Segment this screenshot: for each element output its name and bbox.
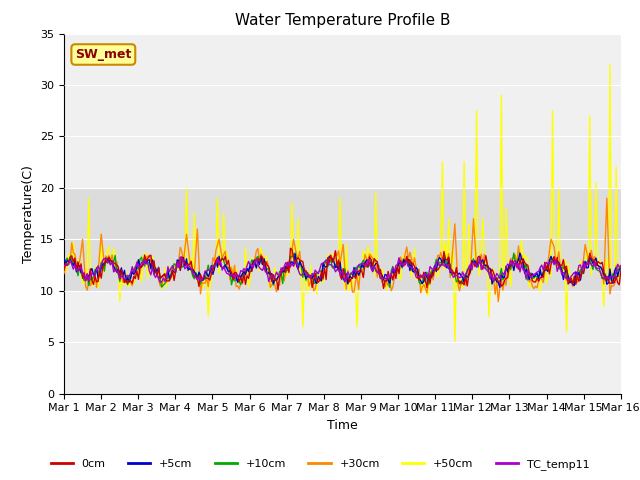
+50cm: [244, 284, 252, 289]
+5cm: [60, 255, 68, 261]
+5cm: [589, 261, 596, 266]
Line: +5cm: +5cm: [64, 253, 621, 288]
+30cm: [129, 283, 136, 288]
+50cm: [60, 270, 68, 276]
+30cm: [617, 263, 625, 268]
+5cm: [303, 273, 311, 279]
TC_temp11: [156, 280, 164, 286]
+30cm: [588, 247, 595, 253]
+10cm: [129, 266, 136, 272]
+30cm: [303, 273, 311, 279]
+10cm: [226, 267, 234, 273]
Line: +10cm: +10cm: [64, 253, 621, 288]
+50cm: [588, 272, 595, 278]
+10cm: [617, 264, 625, 270]
TC_temp11: [255, 265, 263, 271]
Title: Water Temperature Profile B: Water Temperature Profile B: [235, 13, 450, 28]
Bar: [64, 188, 621, 291]
+30cm: [244, 272, 252, 277]
TC_temp11: [60, 263, 68, 268]
+10cm: [386, 285, 394, 290]
0cm: [244, 276, 252, 281]
+30cm: [226, 276, 234, 282]
+50cm: [617, 266, 625, 272]
TC_temp11: [228, 272, 236, 278]
Line: TC_temp11: TC_temp11: [64, 257, 621, 283]
0cm: [60, 267, 68, 273]
0cm: [254, 256, 262, 262]
+5cm: [496, 285, 504, 290]
0cm: [307, 273, 314, 278]
Text: SW_met: SW_met: [75, 48, 131, 61]
+5cm: [516, 250, 524, 256]
Line: 0cm: 0cm: [64, 248, 621, 290]
TC_temp11: [476, 254, 483, 260]
+50cm: [254, 264, 262, 269]
Legend: 0cm, +5cm, +10cm, +30cm, +50cm, TC_temp11: 0cm, +5cm, +10cm, +30cm, +50cm, TC_temp1…: [46, 455, 594, 474]
+50cm: [226, 262, 234, 268]
X-axis label: Time: Time: [327, 419, 358, 432]
TC_temp11: [246, 262, 254, 268]
+10cm: [305, 272, 313, 278]
+50cm: [451, 339, 459, 345]
+5cm: [129, 269, 136, 275]
Line: +30cm: +30cm: [64, 198, 621, 301]
+50cm: [129, 278, 136, 284]
+10cm: [291, 250, 299, 256]
+30cm: [495, 299, 502, 304]
Y-axis label: Temperature(C): Temperature(C): [22, 165, 35, 263]
+50cm: [606, 61, 614, 67]
TC_temp11: [305, 273, 313, 279]
0cm: [226, 266, 234, 272]
0cm: [287, 245, 294, 251]
+10cm: [244, 266, 252, 272]
+5cm: [244, 269, 252, 275]
0cm: [129, 280, 136, 286]
+10cm: [60, 257, 68, 263]
0cm: [617, 268, 625, 274]
+5cm: [254, 258, 262, 264]
+50cm: [303, 290, 311, 296]
+30cm: [254, 246, 262, 252]
Line: +50cm: +50cm: [64, 64, 621, 342]
+10cm: [589, 266, 596, 272]
0cm: [274, 287, 282, 293]
+5cm: [226, 268, 234, 274]
+5cm: [617, 265, 625, 271]
0cm: [589, 257, 596, 263]
+10cm: [254, 253, 262, 259]
+30cm: [60, 271, 68, 276]
+30cm: [603, 195, 611, 201]
TC_temp11: [589, 264, 596, 269]
TC_temp11: [617, 263, 625, 269]
TC_temp11: [129, 264, 136, 270]
